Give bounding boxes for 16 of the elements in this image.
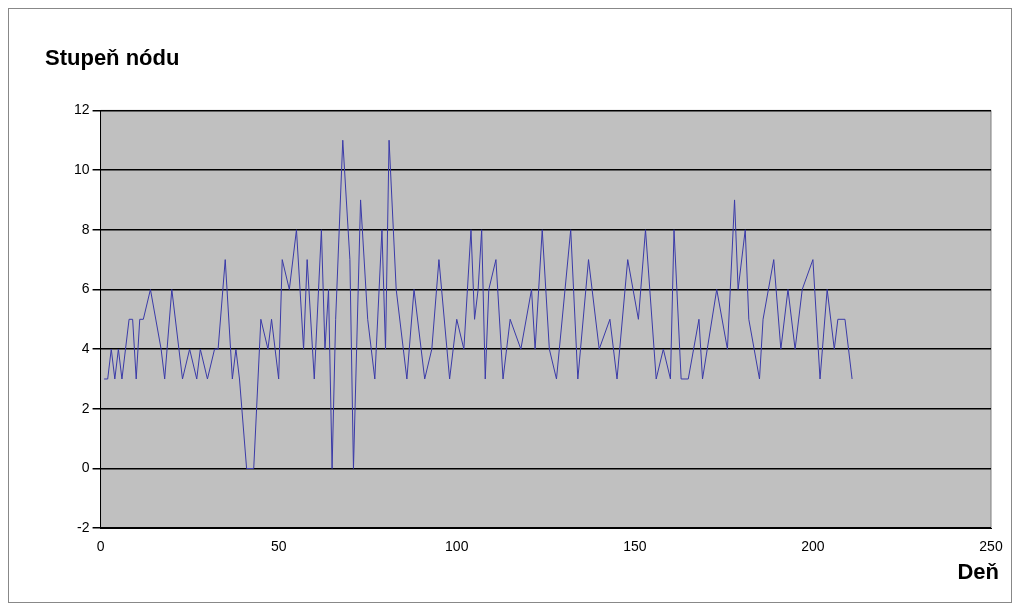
x-axis-title: Deň: [957, 559, 999, 585]
x-tick-label: 250: [979, 538, 1003, 555]
x-tick-label: 100: [445, 538, 469, 555]
y-tick-label: 8: [81, 220, 90, 237]
x-tick-label: 0: [96, 538, 105, 555]
x-tick-label: 150: [623, 538, 647, 555]
y-tick-label: 6: [81, 280, 90, 297]
y-tick-label: 12: [73, 101, 90, 118]
y-tick-label: 4: [81, 340, 90, 356]
y-tick-label: 2: [81, 399, 90, 416]
x-tick-label: 200: [801, 538, 825, 555]
y-tick-label: 0: [81, 459, 90, 476]
y-tick-label: 10: [73, 160, 90, 177]
y-axis-title: Stupeň nódu: [45, 45, 180, 71]
y-tick-label: -2: [77, 519, 90, 536]
x-tick-label: 50: [270, 538, 287, 555]
